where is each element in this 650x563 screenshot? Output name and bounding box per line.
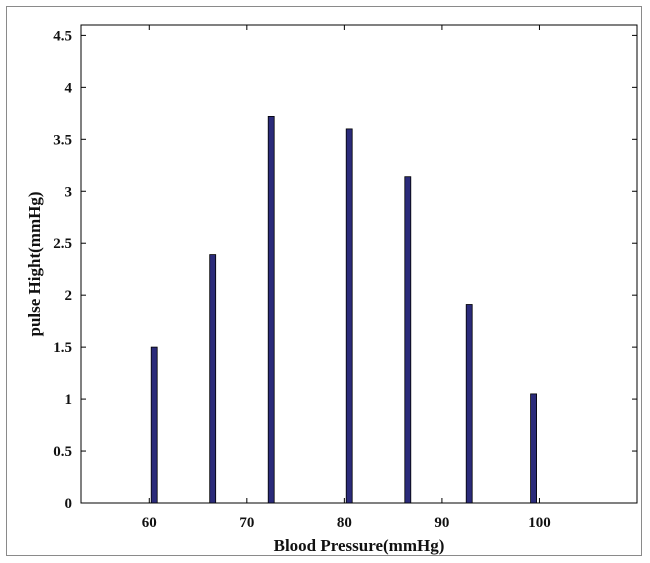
bar [150,346,158,504]
bar [345,128,353,504]
x-ticks-group: 60 70 80 90 100 [142,25,551,531]
y-tick-label: 3.5 [53,132,72,148]
x-tick-label: 100 [528,515,551,531]
y-tick-label: 1.5 [53,340,72,356]
y-axis-label: pulse Hight(mmHg) [25,192,44,337]
y-tick-label: 2 [65,288,73,304]
x-tick-label: 60 [142,515,157,531]
y-tick-label: 4 [65,80,73,96]
y-tick-label: 1 [65,392,73,408]
x-tick-label: 80 [337,515,352,531]
y-ticks-group: 0 0.5 1 1.5 2 2.5 3 3.5 4 4.5 [53,28,637,512]
bar [530,393,537,504]
bar [465,304,473,504]
y-tick-label: 4.5 [53,28,72,44]
y-tick-label: 2.5 [53,236,72,252]
y-tick-label: 0 [65,496,73,512]
plot-area [80,24,638,504]
y-tick-label: 3 [65,184,73,200]
bars-group [150,116,537,504]
bar [267,116,275,504]
bar [209,254,217,504]
x-axis-label: Blood Pressure(mmHg) [274,536,445,555]
x-tick-label: 90 [434,515,449,531]
y-tick-label: 0.5 [53,444,72,460]
bar [404,176,412,504]
x-tick-label: 70 [239,515,254,531]
